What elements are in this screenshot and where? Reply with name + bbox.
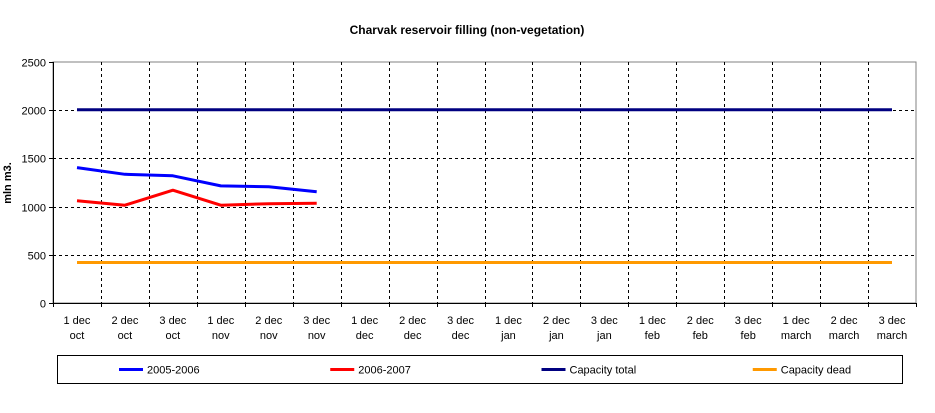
x-tick-label: 3 dec feb [735, 315, 762, 342]
x-tick-label: 3 dec jan [591, 315, 618, 342]
x-tick-label: 2 dec jan [543, 315, 570, 342]
x-tick-label: 1 dec dec [351, 315, 378, 342]
y-tick-label: 2500 [22, 58, 46, 70]
legend: 2005-2006 2006-2007 Capacity total Capacity… [57, 355, 903, 384]
y-tick-label: 0 [40, 299, 46, 311]
x-tick-label: 2 dec oct [111, 315, 138, 342]
legend-label-0: 2005-2006 [147, 365, 200, 377]
x-tick-label: 1 dec oct [64, 315, 91, 342]
y-tick-label: 2000 [22, 106, 46, 118]
series-line-0 [76, 166, 317, 194]
y-tick-label: 1000 [22, 203, 46, 215]
x-tick-label: 1 dec march [781, 315, 812, 342]
x-tick-label: 3 dec oct [159, 315, 186, 342]
x-tick-label: 3 dec dec [447, 315, 474, 342]
x-tick-label: 1 dec feb [639, 315, 666, 342]
legend-label-3: Capacity dead [781, 365, 851, 377]
x-tick-label: 2 dec march [829, 315, 860, 342]
x-tick-label: 3 dec nov [303, 315, 330, 342]
x-tick-label: 2 dec feb [687, 315, 714, 342]
y-tick-label: 500 [28, 251, 46, 263]
x-tick-label: 2 dec nov [255, 315, 282, 342]
chart-title: Charvak reservoir filling (non-vegetatio… [350, 23, 585, 37]
legend-label-2: Capacity total [570, 365, 637, 377]
legend-label-1: 2006-2007 [358, 365, 411, 377]
series-line-1 [76, 188, 317, 207]
x-tick-label: 2 dec dec [399, 315, 426, 342]
plot-frame [52, 61, 917, 304]
x-tick-label: 1 dec jan [495, 315, 522, 342]
x-tick-label: 3 dec march [877, 315, 908, 342]
y-axis-label: mln m3. [2, 162, 14, 204]
y-tick-label: 1500 [22, 154, 46, 166]
x-tick-label: 1 dec nov [207, 315, 234, 342]
plot-area: 0 500 1000 1500 2000 2500 1 dec oct 2 dec oct 3 de… [22, 58, 917, 342]
